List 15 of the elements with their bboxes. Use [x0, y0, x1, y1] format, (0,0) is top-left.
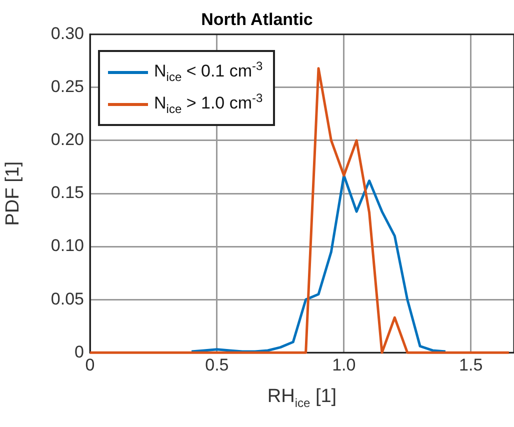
legend-label: N$_{ice}$ > 1.0 cm$^{-3}$ [154, 91, 263, 117]
y-tick-label: 0.25 [50, 77, 84, 96]
y-tick-label: 0.15 [50, 183, 84, 202]
y-axis-title: PDF [1] [2, 161, 24, 226]
x-tick-label: 1.5 [459, 355, 483, 374]
y-tick-label: 0.20 [50, 130, 84, 150]
x-tick-label: 0.5 [205, 355, 229, 374]
y-tick-label: 0.05 [50, 289, 84, 308]
legend-label: N$_{ice}$ < 0.1 cm$^{-3}$ [154, 59, 263, 85]
y-tick-label: 0 [74, 342, 84, 362]
chart-title: North Atlantic [201, 10, 313, 29]
y-tick-label: 0.30 [50, 24, 84, 44]
x-axis-title: RH$_{ice}$ [1] [266, 386, 338, 410]
y-tick-label: 0.10 [50, 236, 84, 256]
x-tick-label: 1.0 [332, 355, 356, 374]
